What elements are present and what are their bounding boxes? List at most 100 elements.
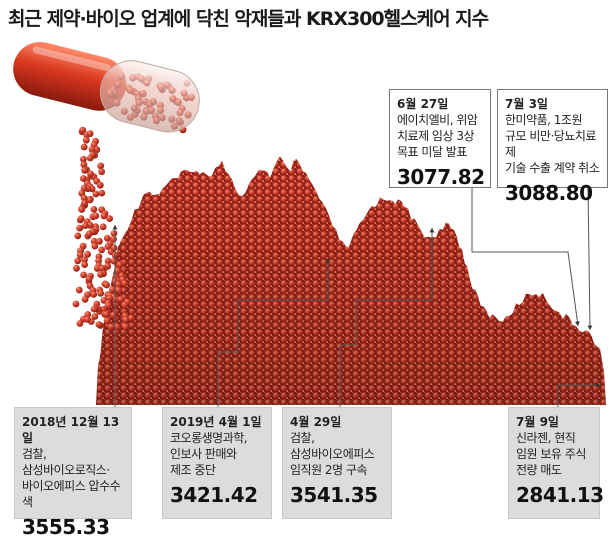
falling-bead	[110, 257, 118, 265]
falling-bead	[97, 290, 105, 297]
falling-bead	[104, 257, 112, 265]
annotation-date: 4월 29일	[290, 415, 342, 429]
falling-bead	[110, 230, 118, 237]
falling-bead	[78, 206, 86, 213]
falling-bead	[81, 295, 89, 303]
annotation-value: 2841.13	[516, 483, 604, 507]
falling-bead	[76, 320, 84, 327]
falling-bead	[122, 323, 129, 331]
falling-bead	[80, 155, 87, 163]
falling-bead	[86, 196, 94, 204]
falling-bead	[86, 221, 94, 229]
falling-bead	[87, 170, 94, 178]
falling-bead	[121, 301, 129, 309]
bead-mass	[96, 156, 606, 405]
leader-arrow-jun27	[575, 321, 580, 326]
falling-bead	[85, 230, 93, 238]
falling-bead	[93, 265, 101, 272]
falling-bead	[90, 291, 98, 298]
falling-bead	[85, 275, 93, 283]
falling-bead	[92, 190, 100, 198]
leader-line-jun27	[471, 188, 579, 327]
annotation-value: 3421.42	[170, 483, 258, 507]
falling-bead	[103, 317, 111, 325]
falling-bead	[95, 321, 103, 328]
leader-line-apr29	[339, 228, 433, 407]
falling-bead	[122, 316, 130, 324]
falling-bead	[96, 181, 104, 189]
annotation-value: 3077.82	[397, 165, 485, 189]
falling-bead	[117, 296, 125, 303]
falling-bead	[80, 271, 87, 279]
falling-bead	[91, 242, 99, 250]
annotation-text: 한미약품, 1조원 규모 비만·당뇨치료제 기술 수출 계약 취소	[505, 113, 600, 175]
falling-bead	[77, 215, 85, 223]
falling-bead	[103, 234, 111, 242]
falling-bead	[74, 257, 82, 265]
falling-bead	[104, 243, 112, 250]
annotation-value: 3541.35	[290, 483, 378, 507]
falling-bead	[103, 310, 110, 318]
falling-beads	[72, 126, 135, 331]
falling-bead	[110, 244, 118, 252]
annotation-text: 검찰, 삼성바이오로직스· 바이오에피스 압수수색	[22, 447, 121, 509]
falling-bead	[98, 168, 105, 176]
falling-bead	[76, 251, 84, 259]
falling-bead	[86, 154, 94, 162]
falling-bead	[80, 175, 87, 182]
leader-arrow-jul9	[595, 382, 600, 388]
leader-line-apr1	[217, 258, 329, 407]
falling-bead	[84, 311, 92, 318]
annotation-box-jul9: 7월 9일 신라젠, 현직 임원 보유 주식 전량 매도 2841.13	[508, 407, 604, 519]
annotation-date: 7월 3일	[505, 97, 548, 111]
falling-bead	[127, 314, 135, 322]
annotation-value: 3088.80	[505, 181, 593, 205]
falling-bead	[76, 224, 84, 232]
falling-bead	[84, 316, 91, 323]
leader-arrow-jul3	[587, 325, 593, 330]
falling-bead	[106, 215, 113, 223]
falling-bead	[97, 271, 104, 278]
annotation-box-apr1: 2019년 4월 1일 코오롱생명과학, 인보사 판매와 제조 중단 3421.…	[162, 407, 272, 519]
falling-bead	[80, 194, 88, 202]
annotation-box-apr29: 4월 29일 검찰, 삼성바이오에피스 임직원 2명 구속 3541.35	[282, 407, 392, 519]
falling-bead	[115, 286, 122, 294]
leader-arrow-apr1	[325, 258, 331, 263]
falling-bead	[116, 261, 124, 269]
falling-bead	[103, 281, 110, 289]
falling-bead	[109, 286, 116, 293]
falling-bead	[90, 206, 98, 213]
annotation-text: 코오롱생명과학, 인보사 판매와 제조 중단	[170, 431, 248, 477]
falling-bead	[81, 256, 88, 264]
falling-bead	[82, 222, 89, 230]
falling-bead	[109, 311, 117, 319]
falling-bead	[82, 136, 90, 144]
falling-bead	[112, 295, 119, 303]
annotation-date: 2018년 12월 13일	[22, 415, 120, 445]
annotation-text: 검찰, 삼성바이오에피스 임직원 2명 구속	[290, 431, 375, 477]
leader-arrow-apr29	[429, 228, 435, 233]
leader-line-jul9	[557, 384, 600, 407]
annotation-leaders	[112, 187, 600, 407]
falling-bead	[99, 223, 107, 231]
falling-bead	[73, 264, 80, 272]
falling-bead	[92, 212, 100, 220]
falling-bead	[98, 265, 106, 272]
falling-bead	[80, 161, 88, 169]
annotation-date: 6월 27일	[397, 97, 449, 111]
falling-bead	[79, 126, 87, 134]
annotation-box-dec13: 2018년 12월 13일 검찰, 삼성바이오로직스· 바이오에피스 압수수색 …	[14, 407, 132, 539]
falling-bead	[98, 246, 106, 254]
falling-bead	[90, 305, 98, 313]
falling-bead	[95, 257, 102, 265]
falling-bead	[81, 166, 89, 174]
leader-line-jul3	[587, 187, 591, 331]
falling-bead	[98, 189, 106, 197]
falling-bead	[91, 313, 99, 320]
falling-bead	[100, 212, 108, 220]
falling-bead	[96, 237, 103, 245]
falling-bead	[81, 199, 88, 207]
annotation-box-jul3: 7월 3일 한미약품, 1조원 규모 비만·당뇨치료제 기술 수출 계약 취소 …	[497, 89, 608, 205]
falling-bead	[107, 323, 115, 331]
falling-bead	[80, 143, 88, 151]
